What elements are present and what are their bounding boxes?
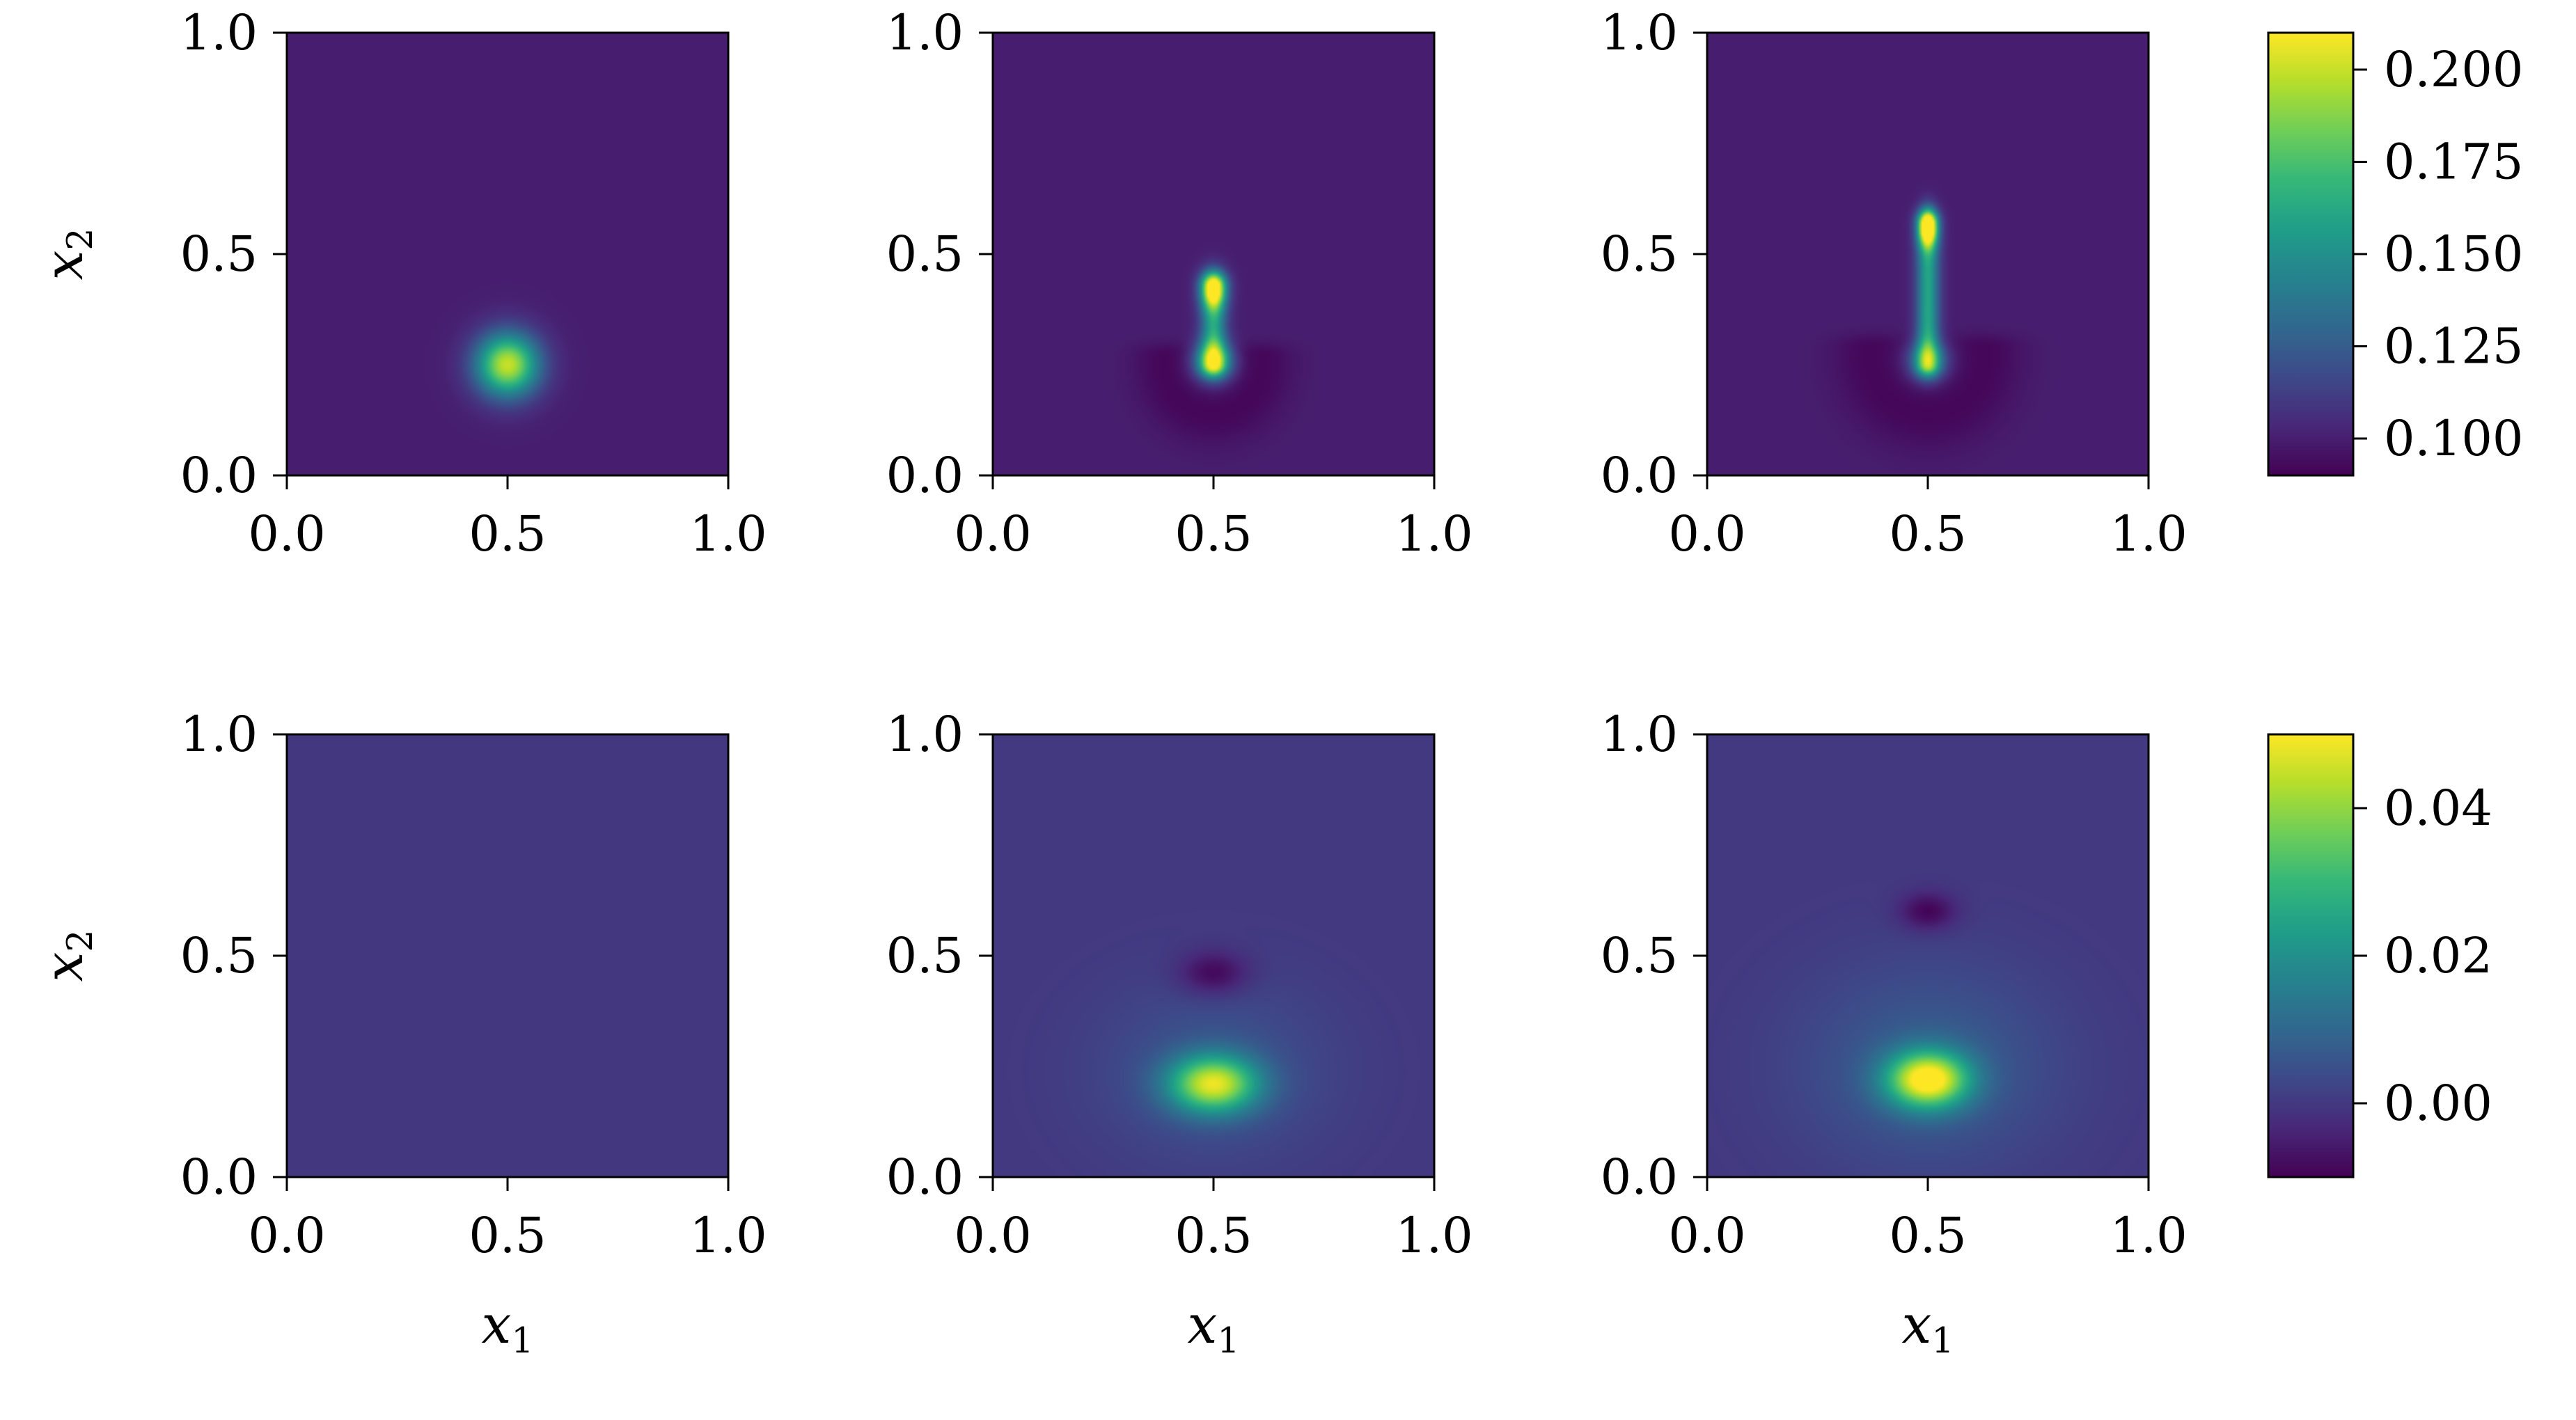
y-tick-label: 0.5 [180, 226, 258, 283]
x-tick-label: 0.5 [1175, 1207, 1252, 1264]
y-tick-label: 0.5 [1601, 226, 1678, 283]
x-axis-label: x1 [1902, 1293, 1954, 1361]
heatmap-panel: 0.0 0.5 1.0 0.0 0.5 1.0 x1 x2 [33, 706, 767, 1361]
colorbar-tick-label: 0.00 [2384, 1075, 2492, 1132]
y-axis-label: x2 [33, 228, 100, 281]
x-tick-label: 0.0 [248, 1207, 325, 1264]
x-tick-label: 1.0 [689, 505, 767, 562]
heatmap-image [1707, 734, 2149, 1177]
y-tick-label: 1.0 [1601, 706, 1678, 763]
x-tick-label: 0.0 [1668, 505, 1745, 562]
colorbar-tick-label: 0.100 [2384, 410, 2523, 467]
heatmap-image [993, 33, 1434, 475]
x-tick-label: 1.0 [2110, 1207, 2187, 1264]
x-axis-label: x1 [482, 1293, 534, 1361]
heatmap-image [287, 734, 728, 1177]
x-tick-label: 0.5 [469, 505, 546, 562]
colorbar-tick-label: 0.125 [2384, 318, 2523, 375]
y-tick-label: 0.0 [886, 447, 964, 504]
y-tick-label: 0.0 [1601, 1149, 1678, 1206]
x-tick-label: 0.5 [1889, 1207, 1966, 1264]
heatmap-panel: 0.0 0.5 1.0 0.0 0.5 1.0 x1 [1601, 706, 2188, 1361]
x-tick-label: 0.0 [954, 505, 1031, 562]
y-tick-label: 1.0 [886, 4, 964, 61]
x-tick-label: 1.0 [2110, 505, 2187, 562]
y-tick-label: 1.0 [886, 706, 964, 763]
x-tick-label: 1.0 [689, 1207, 767, 1264]
y-tick-label: 0.5 [886, 226, 964, 283]
x-tick-label: 0.5 [1889, 505, 1966, 562]
heatmap-image [287, 33, 728, 475]
colorbar: 0.100 0.125 0.150 0.175 0.200 [2267, 31, 2523, 477]
x-tick-label: 0.0 [954, 1207, 1031, 1264]
colorbar-tick-label: 0.200 [2384, 41, 2523, 98]
y-tick-label: 0.0 [180, 447, 258, 504]
y-tick-label: 0.0 [1601, 447, 1678, 504]
y-tick-label: 0.0 [886, 1149, 964, 1206]
x-tick-label: 1.0 [1395, 505, 1472, 562]
heatmap-panel: 0.0 0.5 1.0 0.0 0.5 1.0 x2 [33, 4, 767, 562]
x-tick-label: 0.5 [1175, 505, 1252, 562]
colorbar-tick-label: 0.04 [2384, 780, 2492, 837]
y-tick-label: 1.0 [1601, 4, 1678, 61]
y-tick-label: 0.5 [1601, 927, 1678, 984]
y-axis-label: x2 [33, 930, 100, 982]
colorbar-tick-label: 0.175 [2384, 134, 2523, 191]
y-tick-label: 1.0 [180, 4, 258, 61]
heatmap-panel: 0.0 0.5 1.0 0.0 0.5 1.0 x1 [886, 706, 1473, 1361]
y-tick-label: 1.0 [180, 706, 258, 763]
x-axis-label: x1 [1188, 1293, 1240, 1361]
heatmap-image [1707, 33, 2149, 475]
y-tick-label: 0.5 [886, 927, 964, 984]
colorbar: 0.00 0.02 0.04 [2267, 733, 2492, 1178]
x-tick-label: 0.5 [469, 1207, 546, 1264]
x-tick-label: 0.0 [1668, 1207, 1745, 1264]
colorbar-gradient [2268, 33, 2353, 475]
y-tick-label: 0.0 [180, 1149, 258, 1206]
heatmap-panel: 0.0 0.5 1.0 0.0 0.5 1.0 [886, 4, 1473, 562]
x-tick-label: 0.0 [248, 505, 325, 562]
colorbar-gradient [2268, 734, 2353, 1177]
colorbar-tick-label: 0.02 [2384, 927, 2492, 984]
x-tick-label: 1.0 [1395, 1207, 1472, 1264]
heatmap-image [993, 734, 1434, 1177]
colorbar-tick-label: 0.150 [2384, 226, 2523, 283]
y-tick-label: 0.5 [180, 927, 258, 984]
heatmap-panel: 0.0 0.5 1.0 0.0 0.5 1.0 [1601, 4, 2188, 562]
